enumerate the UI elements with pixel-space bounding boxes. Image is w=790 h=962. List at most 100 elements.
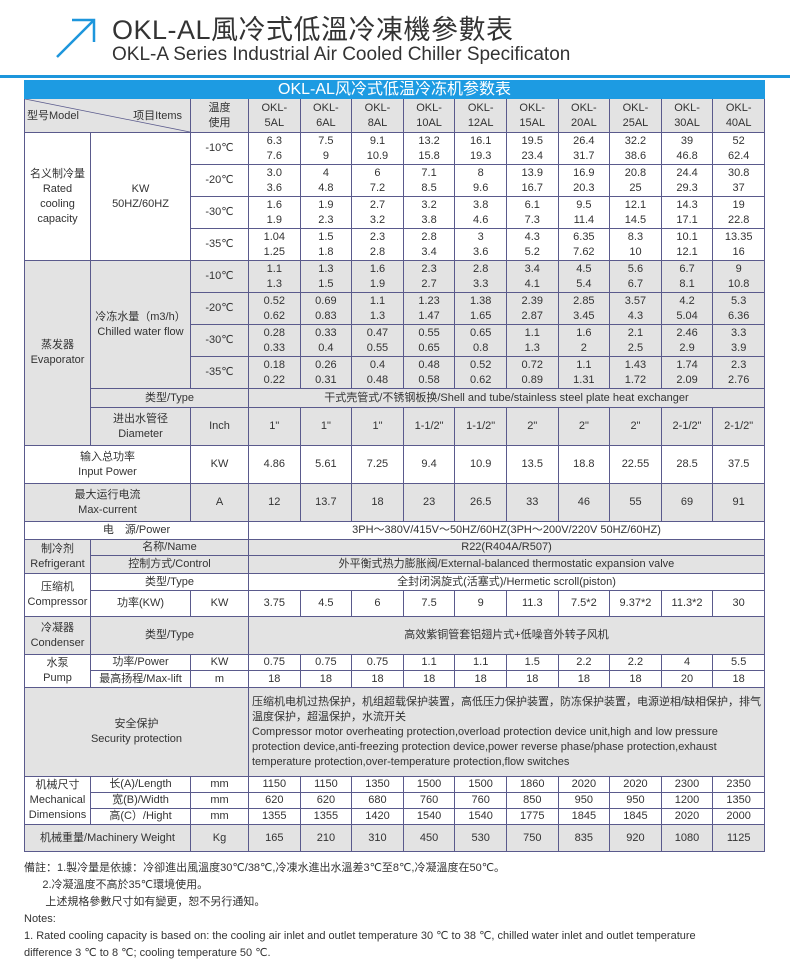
dimension-value: 1500 — [454, 776, 507, 793]
refrigerant-label-line: 制冷剂 — [41, 542, 74, 555]
diameter-value: 2-1/2" — [660, 407, 714, 446]
rated-value-line: 29.3 — [676, 181, 698, 194]
rated-value-line: 8.5 — [421, 181, 437, 194]
rated-value-line: 38.6 — [624, 149, 647, 162]
dimension-value-line: 2350 — [726, 778, 751, 790]
compressor-power-value: 3.75 — [248, 590, 301, 617]
weight-value-line: 1125 — [726, 831, 751, 844]
rated-value-line: 7.5 — [318, 134, 334, 147]
input-power-value-line: 5.61 — [315, 458, 337, 470]
dimensions-label-line: Dimensions — [28, 809, 87, 821]
pump-power-value: 1.5 — [505, 654, 559, 671]
diameter-value: 2" — [505, 407, 559, 446]
rated-value: 6.3 7.6 — [248, 132, 301, 165]
note-line: Notes: — [24, 913, 56, 925]
rated-value: 3.8 4.6 — [454, 196, 507, 229]
flow-value-line: 0.58 — [418, 373, 440, 386]
model-header: OKL- 15AL — [505, 98, 559, 133]
rated-value-line: 9.1 — [369, 134, 386, 147]
max-current-value: 33 — [505, 483, 559, 522]
control-value: 外平衡式热力膨胀阀/External-balanced thermostatic… — [248, 555, 765, 574]
flow-value-line: 2.85 — [573, 294, 595, 307]
compressor-power-unit-line: KW — [210, 597, 229, 609]
max-current-label-line: 最大运行电流 — [74, 488, 141, 501]
pump-lift-value: 18 — [248, 670, 301, 688]
model-header: OKL- 40AL — [712, 98, 765, 133]
compressor-power-value-line: 11.3 — [521, 597, 543, 609]
model-header: OKL- 10AL — [402, 98, 456, 133]
rated-value-line: 20.8 — [624, 166, 647, 179]
weight-value-line: 450 — [419, 831, 439, 844]
diameter-label-line: 进出水管径 — [113, 412, 168, 425]
refrigerant-name-label: 名称/Name — [90, 539, 249, 556]
compressor-power-value: 7.5*2 — [557, 590, 611, 617]
diameter-value: 1" — [351, 407, 404, 446]
dimension-label: 高(C）/Hight — [90, 808, 191, 825]
flow-value-line: 0.8 — [473, 341, 489, 354]
diameter-value: 2" — [609, 407, 662, 446]
rated-value-line: 4.3 — [524, 230, 540, 243]
max-current-value-line: 33 — [526, 496, 539, 508]
rated-value-line: 2.3 — [369, 230, 386, 243]
rated-value: 30.8 37 — [712, 164, 765, 197]
flow-value-line: 5.3 — [731, 294, 747, 307]
rated-value: 32.2 38.6 — [609, 132, 662, 165]
flow-value-line: 2 — [580, 341, 587, 354]
rated-value-line: 22.8 — [727, 213, 750, 226]
rated-value-line: 16.1 — [469, 134, 492, 147]
condenser-label-line: 冷凝器 — [41, 621, 74, 634]
rated-capacity-unit: KW 50HZ/60HZ — [90, 132, 191, 261]
table-row: 高(C）/Hight mm 1355 1355 1420 1540 1540 1775 1845… — [25, 808, 765, 825]
max-current-value: 13.7 — [299, 483, 353, 522]
rated-value-line: 19 — [732, 198, 745, 211]
pump-power-label: 功率/Power — [90, 654, 191, 671]
model-header-line: OKL- — [416, 101, 442, 114]
pump-power-value-line: 0.75 — [366, 656, 389, 668]
max-current-value-line: 23 — [422, 496, 436, 508]
flow-value-line: 1.23 — [418, 294, 440, 307]
flow-value: 3.4 4.1 — [505, 260, 559, 293]
pump-label-line: 水泵 — [46, 657, 69, 669]
weight-value: 835 — [557, 824, 611, 852]
rated-value: 39 46.8 — [660, 132, 714, 165]
condenser-type-value-line: 高效紫铜管套铝翅片式+低噪音外转子风机 — [404, 629, 609, 641]
input-power-value: 7.25 — [351, 445, 404, 484]
dimension-unit-line: mm — [210, 810, 229, 822]
rated-value-line: 26.4 — [573, 134, 595, 147]
max-current-label-line: Max-current — [78, 503, 137, 516]
input-power-value-line: 28.5 — [676, 458, 698, 470]
compressor-power-unit: KW — [190, 590, 249, 617]
temp-header-line: 使用 — [208, 116, 231, 129]
flow-value-line: 3.57 — [624, 294, 647, 307]
compressor-power-value: 7.5 — [402, 590, 456, 617]
diameter-value: 2-1/2" — [712, 407, 765, 446]
rated-value-line: 37 — [732, 181, 745, 194]
pump-lift-value-line: 18 — [732, 672, 745, 685]
rated-value-line: 25 — [629, 181, 642, 194]
rated-value-line: 10.1 — [676, 230, 698, 243]
dimension-value-line: 1845 — [571, 810, 597, 822]
temp-header-line: 温度 — [208, 101, 231, 114]
dimension-value: 1350 — [351, 776, 404, 793]
pump-lift-value: 18 — [712, 670, 765, 688]
dimension-value-line: 1200 — [674, 794, 700, 806]
evaporator-type-value-line: 干式壳管式/不锈钢板换/Shell and tube/stainless ste… — [324, 391, 689, 404]
flow-value: 5.3 6.36 — [712, 292, 765, 325]
flow-value-line: 3.45 — [573, 309, 595, 322]
model-header-line: 8AL — [367, 116, 388, 129]
flow-value-line: 4.3 — [627, 309, 644, 322]
pump-power-value: 0.75 — [299, 654, 353, 671]
diameter-unit: Inch — [190, 407, 249, 446]
input-power-value: 10.9 — [454, 445, 507, 484]
rated-value: 6.35 7.62 — [557, 228, 611, 261]
divider — [0, 75, 790, 78]
flow-value-line: 0.48 — [418, 358, 440, 371]
rated-value-line: 23.4 — [521, 149, 543, 162]
flow-value-line: 6.7 — [679, 262, 695, 275]
rated-value: 6.1 7.3 — [505, 196, 559, 229]
compressor-power-value-line: 11.3*2 — [671, 597, 703, 609]
rated-value-line: 3.8 — [421, 213, 437, 226]
note-line: difference 3 ℃ to 8 ℃; cooling temperatu… — [24, 947, 271, 959]
rated-value-line: 4.6 — [473, 213, 489, 226]
flow-value-line: 0.55 — [366, 341, 389, 354]
